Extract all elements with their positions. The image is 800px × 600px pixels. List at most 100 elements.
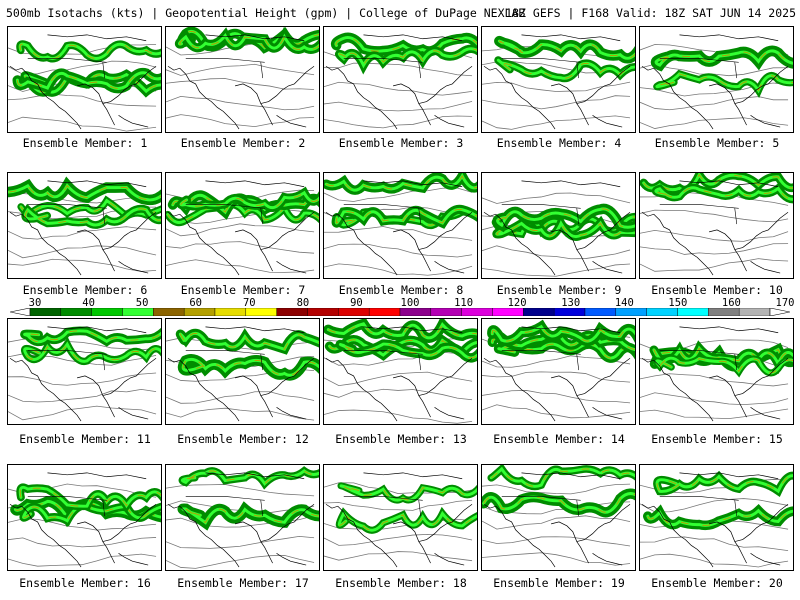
isotach-max — [497, 208, 635, 228]
ensemble-member-caption: Ensemble Member: 18 — [335, 576, 467, 590]
ensemble-member-caption: Ensemble Member: 15 — [651, 432, 783, 446]
run-valid-time: 18Z GEFS | F168 Valid: 18Z SAT JUN 14 20… — [505, 6, 796, 20]
country-border — [185, 204, 265, 225]
height-contour — [640, 117, 789, 129]
height-contour — [482, 263, 631, 277]
height-contour — [482, 371, 631, 383]
isotach-max — [498, 40, 635, 59]
isotach-band — [650, 45, 793, 72]
height-contour — [166, 484, 315, 497]
isotach-max — [19, 486, 161, 507]
country-border — [659, 204, 739, 225]
coastline — [641, 472, 789, 568]
ensemble-member-caption: Ensemble Member: 3 — [338, 136, 464, 150]
scale-swatch — [646, 308, 678, 316]
scale-tick-label: 30 — [28, 297, 42, 309]
isotach-max — [178, 34, 319, 50]
scale-swatch — [307, 308, 339, 316]
isotach-max — [8, 184, 161, 201]
ensemble-member-caption: Ensemble Member: 5 — [654, 136, 780, 150]
scale-swatch — [461, 308, 493, 316]
map-title: 500mb Isotachs (kts) | Geopotential Heig… — [6, 6, 526, 20]
scale-swatch — [91, 308, 123, 316]
coastline — [325, 180, 473, 276]
scale-tick-label: 110 — [454, 297, 474, 309]
isotach-max — [167, 204, 319, 223]
country-border — [27, 58, 107, 79]
scale-swatch — [60, 308, 92, 316]
height-contour — [640, 408, 789, 419]
ensemble-member-caption: Ensemble Member: 19 — [493, 576, 625, 590]
height-contour — [324, 351, 473, 366]
height-contour — [482, 115, 631, 130]
scale-swatch — [708, 308, 740, 316]
scale-swatch — [584, 308, 617, 316]
ensemble-member-map — [481, 26, 636, 133]
ensemble-member-map — [7, 172, 162, 279]
scale-swatch — [523, 308, 555, 316]
height-contour — [482, 192, 631, 204]
height-contour — [482, 81, 631, 92]
height-contour — [8, 245, 157, 259]
height-contour — [324, 388, 473, 401]
height-contour — [324, 263, 473, 276]
coastline — [325, 326, 473, 422]
ensemble-member-caption: Ensemble Member: 20 — [651, 576, 783, 590]
ensemble-member-caption: Ensemble Member: 12 — [177, 432, 309, 446]
height-contour — [324, 371, 473, 387]
country-border — [659, 350, 739, 371]
ensemble-member-caption: Ensemble Member: 6 — [22, 283, 148, 297]
coastline — [483, 472, 631, 568]
height-contour — [324, 101, 473, 112]
isotach-max — [338, 512, 477, 531]
isotach-max — [19, 43, 161, 60]
scale-swatch — [430, 308, 462, 316]
height-contour — [482, 552, 631, 566]
height-contour — [166, 95, 315, 111]
ensemble-member-map — [481, 318, 636, 425]
isotach-max — [656, 475, 793, 492]
height-contour — [482, 404, 631, 419]
scale-tick-label: 100 — [400, 297, 420, 309]
country-border — [343, 350, 423, 371]
country-border — [343, 496, 423, 517]
isotach-max — [327, 323, 477, 339]
scale-tick-label: 130 — [561, 297, 581, 309]
isotach-max — [180, 192, 319, 209]
country-border — [659, 496, 739, 517]
ensemble-member-caption: Ensemble Member: 11 — [19, 432, 151, 446]
height-contour — [324, 409, 473, 424]
coastline — [483, 326, 631, 422]
country-border — [501, 496, 581, 517]
isotach-max — [496, 222, 635, 238]
height-contour — [640, 392, 789, 406]
isotach-max — [335, 37, 477, 52]
height-contour — [640, 209, 789, 223]
isotach-max — [329, 339, 477, 356]
scale-tick-label: 170 — [775, 297, 795, 309]
isotach-max — [655, 50, 793, 66]
height-contour — [482, 245, 631, 260]
height-contour — [324, 115, 473, 129]
coastline — [325, 34, 473, 130]
isotach-max — [491, 468, 635, 487]
height-contour — [482, 536, 631, 547]
scale-tick-label: 150 — [668, 297, 688, 309]
height-contour — [8, 405, 157, 421]
ensemble-member-map — [7, 318, 162, 425]
height-contour — [640, 258, 789, 272]
color-scale-bar — [10, 308, 790, 316]
height-contour — [166, 407, 315, 421]
ensemble-member-map — [7, 464, 162, 571]
height-contour — [324, 62, 473, 77]
height-contour — [640, 553, 789, 568]
scale-swatch — [29, 308, 62, 316]
isotach-max — [483, 493, 635, 513]
isotach-max — [182, 508, 319, 524]
isotach-core — [18, 42, 161, 61]
isotach-max — [339, 343, 477, 359]
height-contour — [166, 63, 315, 76]
ensemble-member-caption: Ensemble Member: 9 — [496, 283, 622, 297]
scale-swatch — [245, 308, 277, 316]
height-contour — [8, 537, 157, 548]
